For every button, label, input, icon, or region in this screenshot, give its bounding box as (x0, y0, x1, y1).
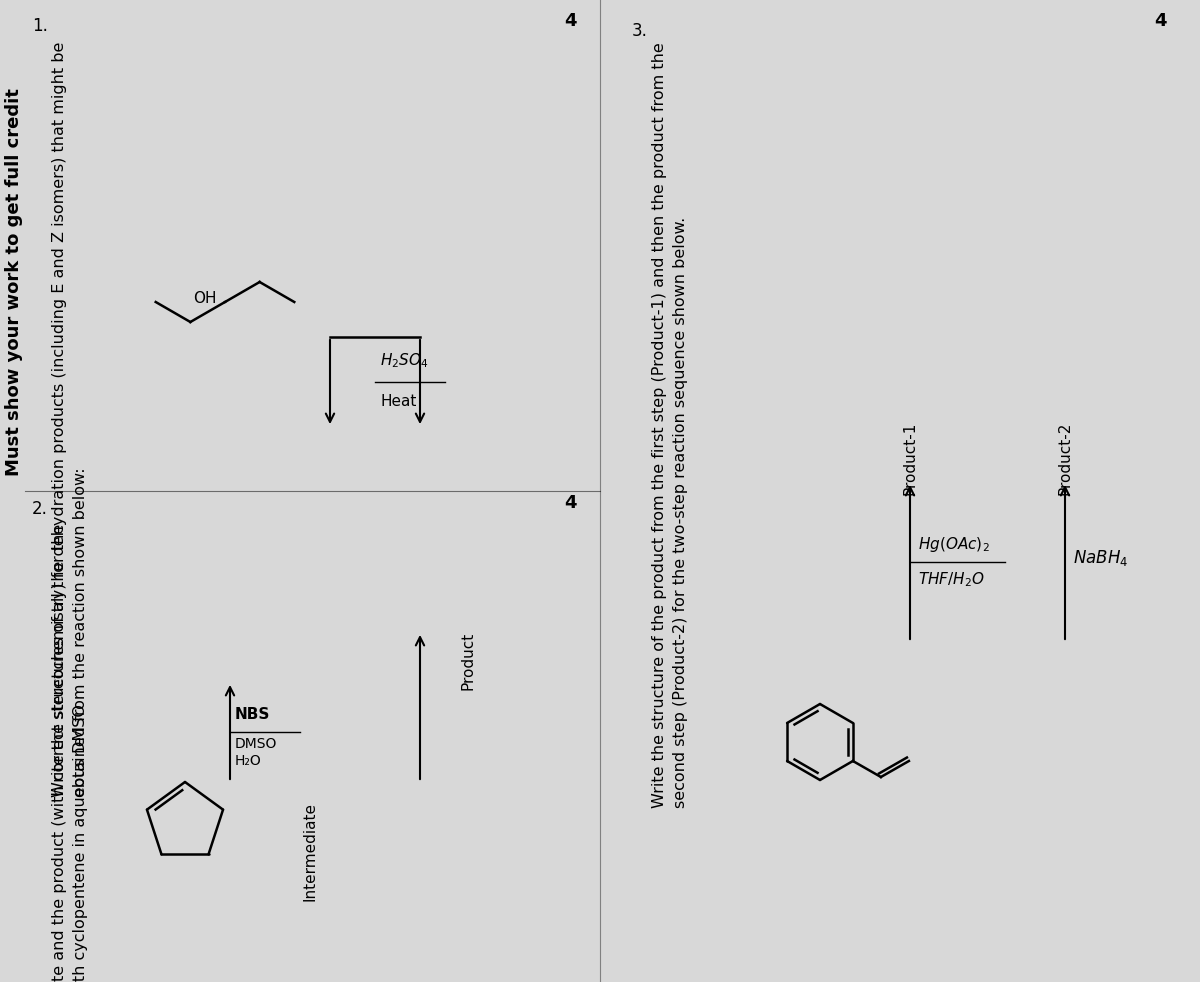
Text: 3.: 3. (632, 22, 648, 40)
Text: Write the structure of the key intermediate and the product (with correct stereo: Write the structure of the key intermedi… (52, 524, 88, 982)
Text: $H_2SO_4$: $H_2SO_4$ (380, 352, 428, 370)
Text: 4: 4 (564, 12, 576, 30)
Text: 2.: 2. (32, 500, 48, 518)
Text: NBS: NBS (235, 707, 270, 722)
Text: Must show your work to get full credit: Must show your work to get full credit (5, 88, 23, 476)
Text: 1.: 1. (32, 17, 48, 35)
Text: Heat: Heat (380, 394, 416, 409)
Text: Product-2: Product-2 (1057, 422, 1073, 495)
Text: H₂O: H₂O (235, 754, 262, 768)
Text: Intermediate: Intermediate (302, 802, 318, 901)
Text: 4: 4 (564, 494, 576, 512)
Text: Write the structure of the product from the first step (Product-1) and then the : Write the structure of the product from … (652, 42, 688, 808)
Text: $THF / H_2O$: $THF / H_2O$ (918, 570, 985, 588)
Text: Write the structures of all the dehydration products (including E and Z isomers): Write the structures of all the dehydrat… (52, 42, 88, 797)
Text: $Hg(OAc)_2$: $Hg(OAc)_2$ (918, 535, 990, 554)
Text: Product: Product (460, 632, 475, 690)
Text: Product-1: Product-1 (902, 422, 918, 495)
Text: OH: OH (193, 291, 217, 305)
Text: 4: 4 (1153, 12, 1166, 30)
Text: $NaBH_4$: $NaBH_4$ (1073, 548, 1128, 568)
Text: DMSO: DMSO (235, 737, 277, 751)
